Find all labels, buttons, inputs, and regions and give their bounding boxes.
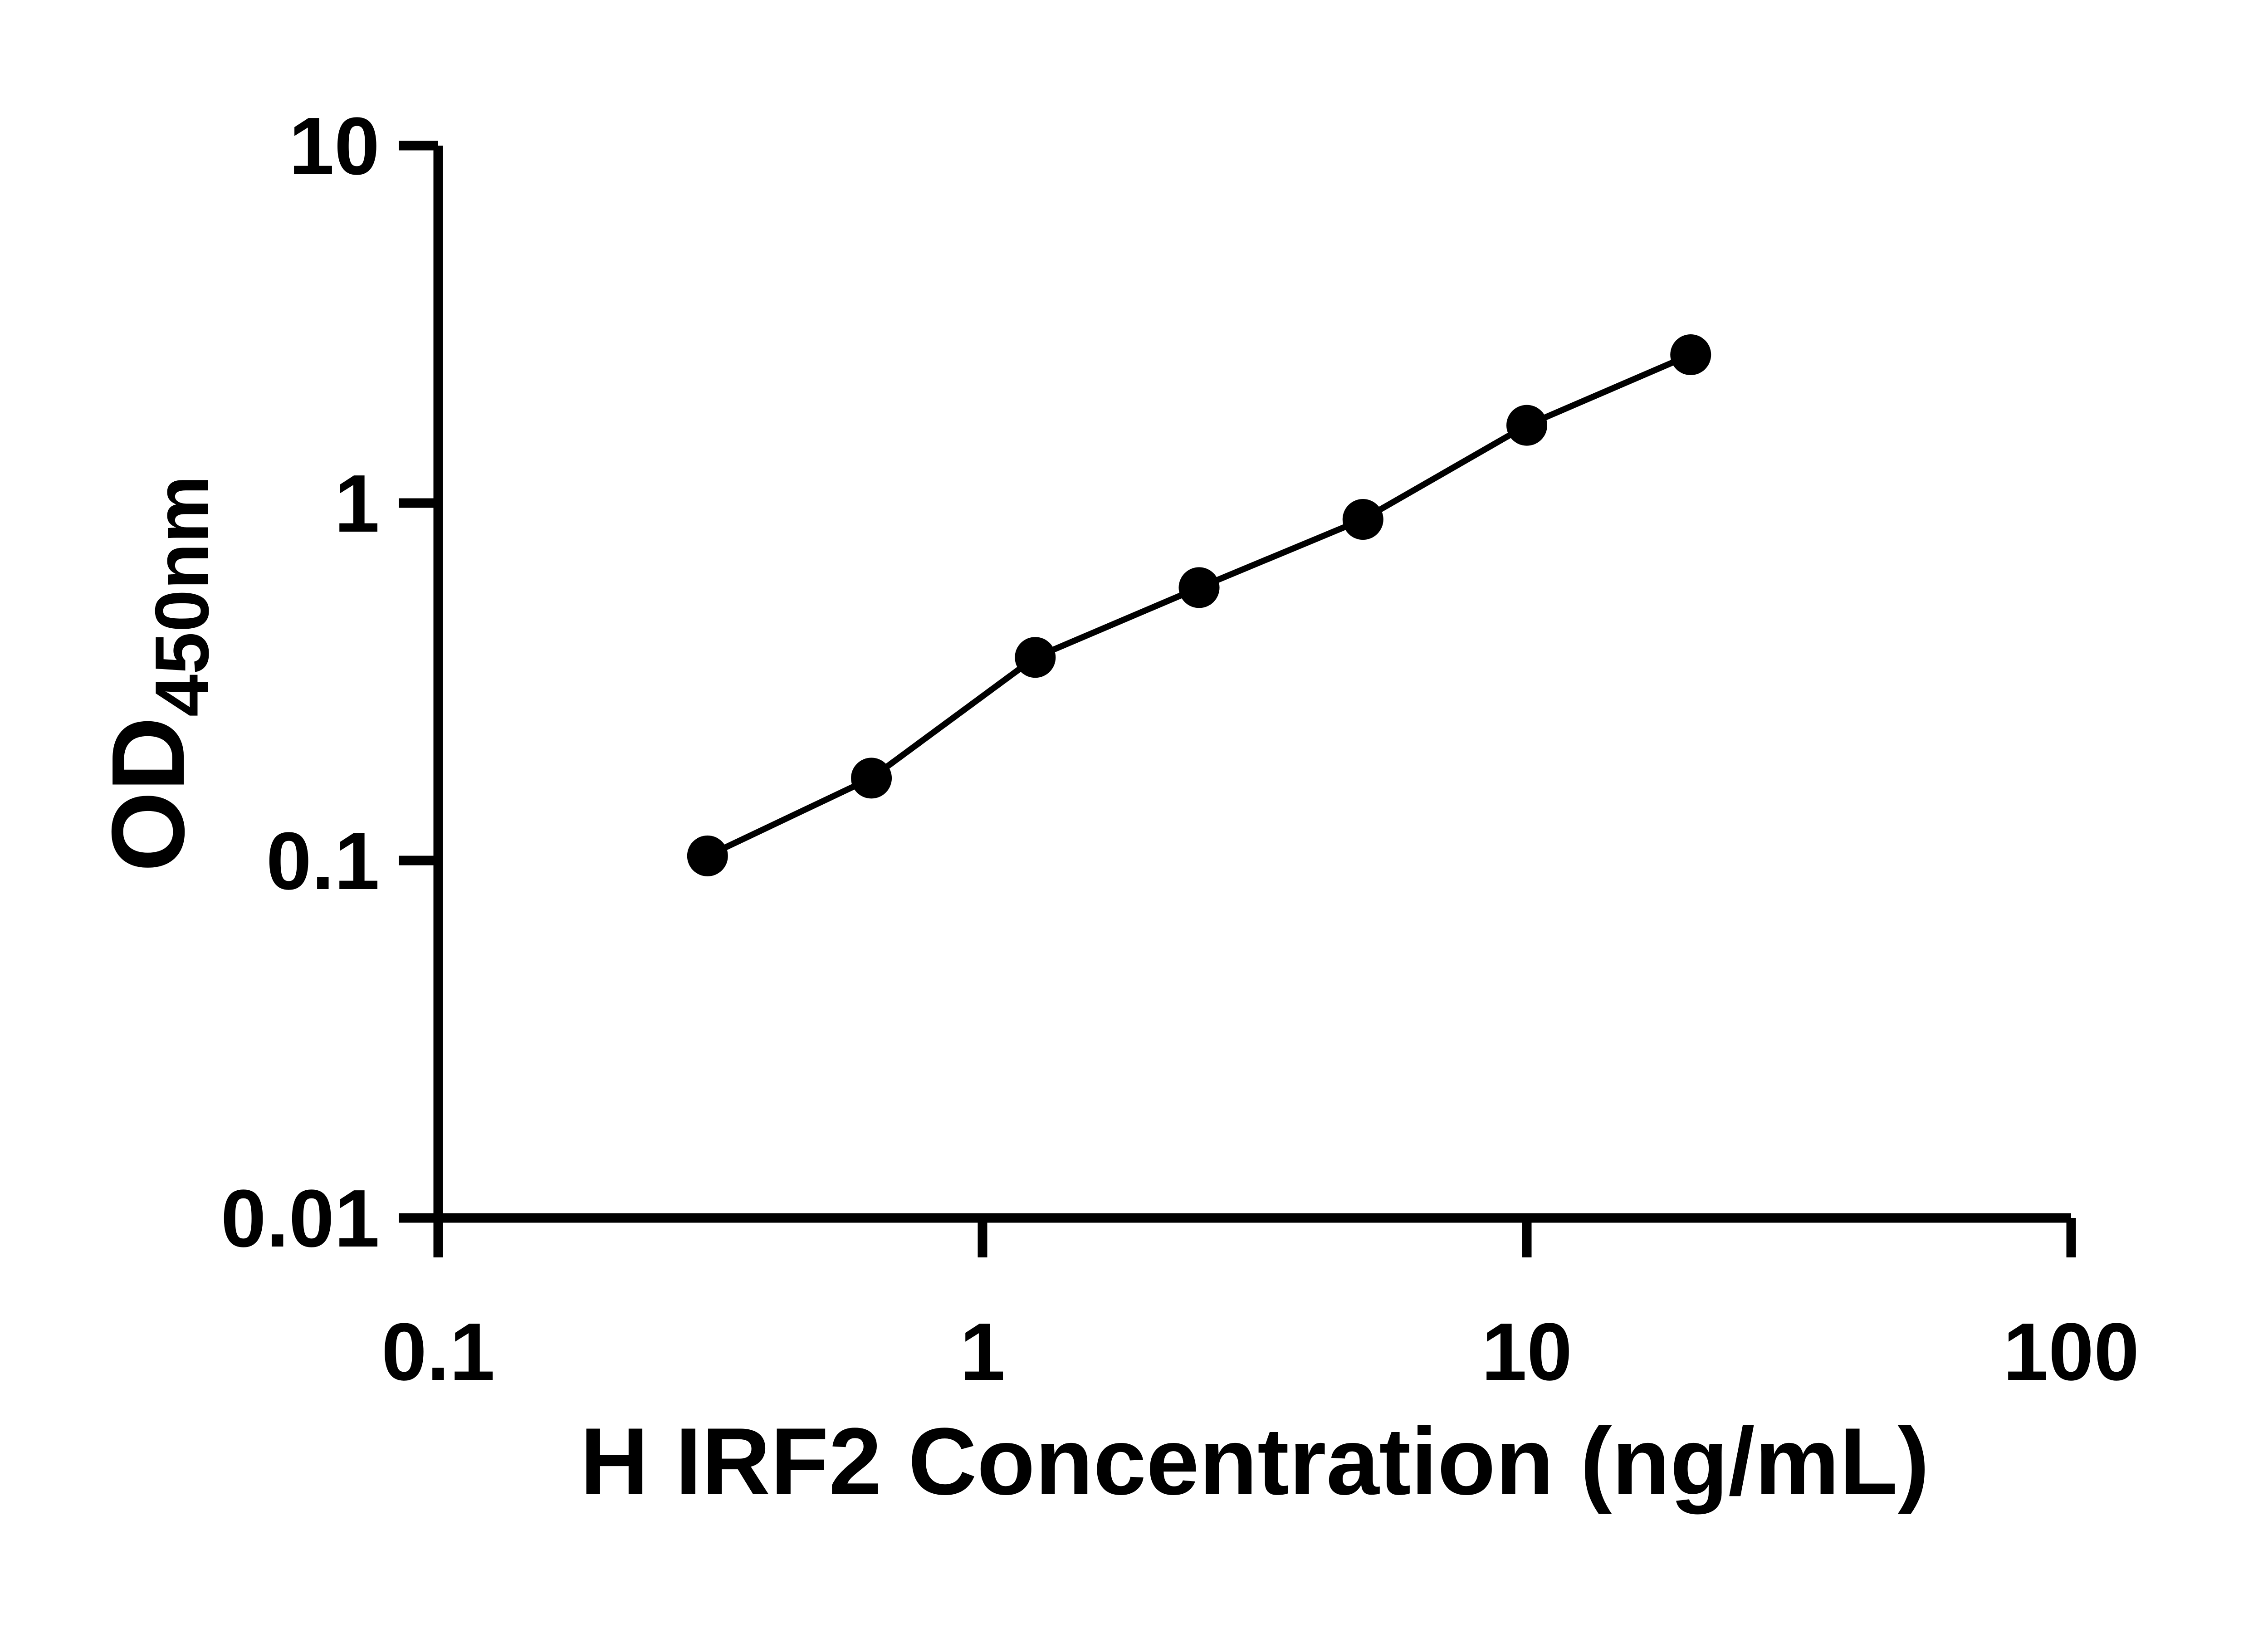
x-tick-label: 10 — [1481, 1306, 1572, 1398]
x-axis-title: H IRF2 Concentration (ng/mL) — [580, 1408, 1930, 1515]
y-axis-title-sub: 450nm — [139, 475, 225, 717]
data-point — [1342, 499, 1383, 540]
data-point — [1015, 637, 1056, 678]
data-point — [1506, 405, 1547, 446]
data-point — [1178, 567, 1220, 608]
y-tick-label: 10 — [289, 101, 380, 192]
data-point — [687, 835, 728, 876]
y-axis-title-main: OD — [91, 717, 206, 872]
data-point — [851, 758, 892, 799]
y-tick-label: 1 — [334, 458, 380, 549]
data-point — [1670, 334, 1711, 376]
axis-lines — [433, 146, 2071, 1223]
y-axis-title: OD450nm — [91, 475, 225, 872]
x-tick-label: 0.1 — [381, 1306, 495, 1398]
x-tick-label: 1 — [960, 1306, 1005, 1398]
y-tick-label: 0.1 — [266, 816, 380, 907]
x-tick-label: 100 — [2003, 1306, 2139, 1398]
y-tick-label: 0.01 — [221, 1173, 380, 1264]
